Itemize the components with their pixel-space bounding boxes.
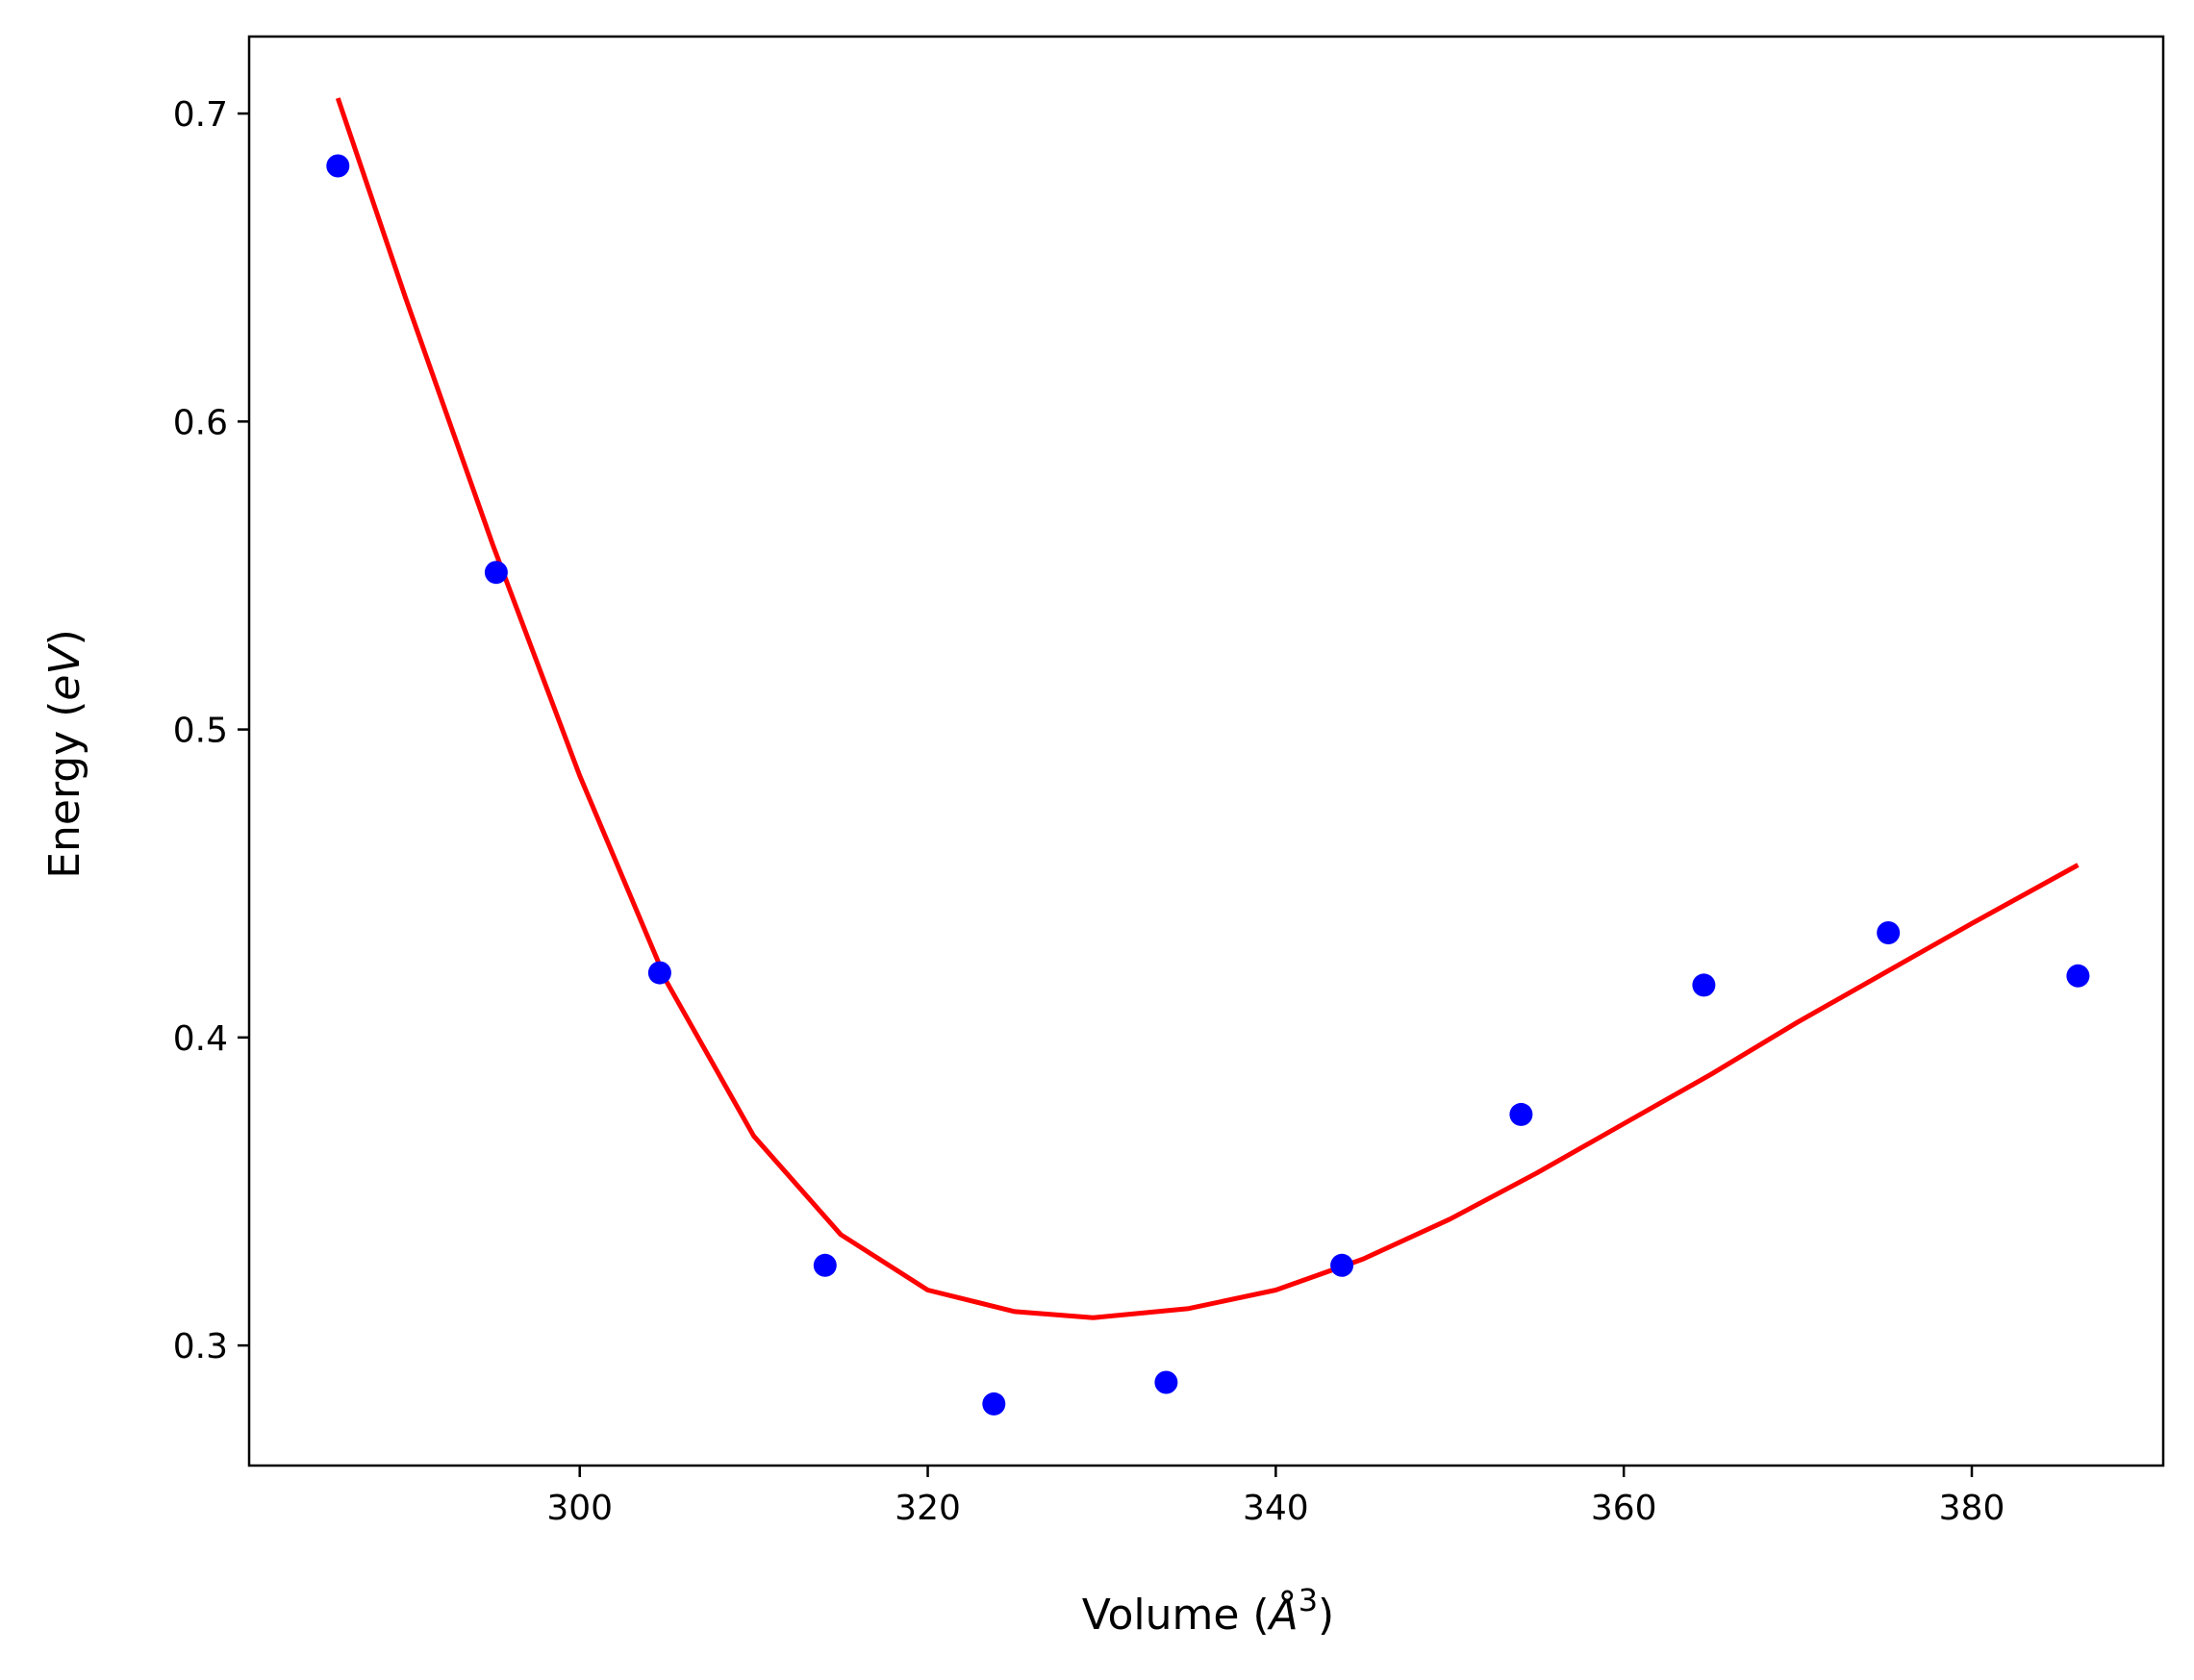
plot-frame [247, 35, 2165, 1467]
data-point [982, 1392, 1006, 1416]
data-point [1330, 1253, 1354, 1277]
x-tick-label: 340 [1243, 1489, 1309, 1528]
x-tick-label: 360 [1591, 1489, 1657, 1528]
data-point [1509, 1102, 1533, 1126]
y-tick-label: 0.7 [173, 95, 228, 135]
data-point [647, 961, 671, 985]
x-tick-label: 380 [1939, 1489, 2005, 1528]
data-point [2066, 964, 2090, 988]
x-tick-label: 320 [895, 1489, 961, 1528]
y-tick-label: 0.4 [173, 1019, 228, 1059]
data-point [1877, 921, 1901, 944]
fit-curve-line [335, 97, 2080, 1320]
plot-layer [326, 97, 2090, 1416]
x-axis-title: Volume (Å3) [1082, 1582, 1334, 1640]
data-point [1692, 973, 1716, 997]
data-point [326, 154, 350, 178]
data-point [813, 1253, 837, 1277]
data-point [484, 561, 508, 585]
x-tick-label: 300 [546, 1489, 613, 1528]
y-tick-label: 0.6 [173, 403, 228, 442]
y-tick-label: 0.3 [173, 1327, 228, 1367]
y-axis-title: Energy (eV) [40, 629, 89, 879]
tick-layer: 300 320 340 360 380 0.3 0.4 0.5 0.6 0.7 [173, 95, 2005, 1528]
y-tick-label: 0.5 [173, 712, 228, 751]
data-point [1154, 1370, 1178, 1394]
axes-layer [247, 35, 2165, 1467]
